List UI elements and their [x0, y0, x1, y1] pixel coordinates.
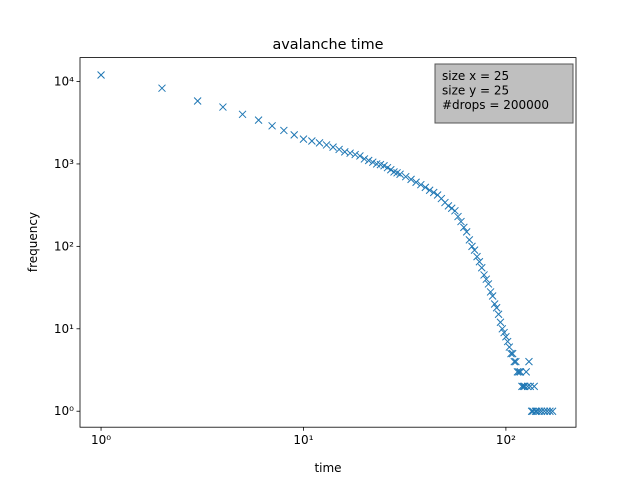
point — [494, 310, 503, 319]
point — [520, 382, 529, 391]
point — [299, 135, 308, 143]
point — [530, 382, 539, 391]
point — [356, 152, 364, 160]
point — [473, 252, 481, 261]
point — [546, 407, 554, 416]
point — [457, 217, 465, 226]
annotation-line: #drops = 200000 — [442, 98, 549, 112]
point — [468, 242, 476, 251]
point — [525, 357, 533, 366]
point — [416, 180, 425, 189]
point — [238, 110, 247, 119]
point — [512, 357, 520, 366]
point — [513, 368, 522, 376]
point — [537, 407, 546, 416]
point — [322, 141, 331, 149]
point — [280, 126, 288, 135]
point — [496, 318, 505, 327]
point — [477, 263, 486, 272]
point — [548, 407, 557, 416]
point — [364, 156, 373, 165]
point — [219, 103, 227, 111]
y-tick-label: 10³ — [54, 157, 74, 171]
point — [454, 212, 462, 221]
point — [529, 407, 537, 416]
point — [508, 349, 517, 358]
point — [462, 227, 471, 236]
point — [486, 288, 495, 296]
point — [505, 343, 514, 351]
point — [335, 145, 343, 154]
point — [488, 292, 497, 300]
point — [346, 149, 354, 158]
point — [490, 300, 499, 308]
point — [451, 206, 459, 215]
y-tick-label: 10¹ — [54, 322, 74, 336]
point — [290, 131, 299, 139]
point — [307, 137, 316, 145]
point — [465, 235, 474, 244]
point — [516, 368, 525, 376]
plot-frame — [79, 57, 577, 428]
point — [475, 257, 484, 266]
point — [396, 170, 404, 179]
chart-title: avalanche time — [272, 37, 383, 53]
point — [522, 368, 531, 376]
point — [492, 303, 501, 312]
point — [482, 275, 491, 284]
point — [444, 202, 453, 210]
point — [360, 155, 369, 163]
y-tick-label: 10⁰ — [54, 404, 74, 418]
annotation-line: size x = 25 — [442, 69, 509, 83]
point — [526, 382, 535, 391]
point — [523, 382, 532, 391]
y-axis-label: frequency — [26, 212, 40, 272]
point — [421, 183, 430, 192]
point — [540, 407, 549, 416]
x-tick-label: 10¹ — [293, 433, 313, 447]
point — [484, 280, 493, 288]
point — [329, 143, 337, 151]
point — [193, 97, 202, 105]
point — [510, 357, 519, 366]
point — [401, 172, 410, 181]
point — [412, 178, 420, 187]
point — [498, 324, 507, 333]
point — [368, 158, 377, 167]
point — [315, 139, 324, 147]
annotation-line: size y = 25 — [442, 84, 509, 98]
point — [268, 121, 276, 130]
x-tick-label: 10⁰ — [91, 433, 111, 447]
point — [503, 337, 512, 346]
point — [97, 71, 105, 79]
point — [502, 332, 510, 341]
y-tick-label: 10² — [54, 239, 74, 253]
point — [429, 188, 438, 197]
annotation-box — [434, 63, 574, 124]
point — [480, 271, 488, 279]
point — [380, 161, 388, 170]
point — [425, 186, 434, 195]
point — [500, 328, 508, 337]
point — [460, 223, 468, 232]
point — [158, 84, 166, 93]
point — [531, 407, 540, 416]
point — [351, 150, 359, 159]
x-axis-label: time — [314, 461, 341, 475]
point — [518, 382, 526, 391]
point — [254, 116, 263, 124]
point — [407, 175, 415, 184]
point — [507, 349, 515, 358]
point — [515, 368, 523, 376]
y-tick-label: 10⁴ — [54, 75, 74, 89]
point — [470, 246, 479, 254]
x-tick-label: 10² — [496, 433, 516, 447]
